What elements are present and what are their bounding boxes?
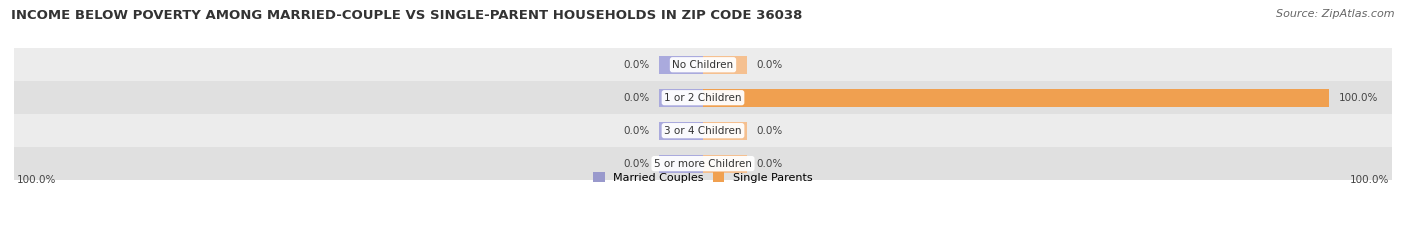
Text: INCOME BELOW POVERTY AMONG MARRIED-COUPLE VS SINGLE-PARENT HOUSEHOLDS IN ZIP COD: INCOME BELOW POVERTY AMONG MARRIED-COUPL… xyxy=(11,9,803,22)
Bar xyxy=(703,56,747,74)
Bar xyxy=(703,89,1329,107)
Text: 100.0%: 100.0% xyxy=(17,175,56,185)
Bar xyxy=(14,114,1392,147)
Text: 100.0%: 100.0% xyxy=(1350,175,1389,185)
Text: No Children: No Children xyxy=(672,60,734,70)
Bar xyxy=(14,81,1392,114)
Text: 0.0%: 0.0% xyxy=(756,60,783,70)
Text: 100.0%: 100.0% xyxy=(1339,93,1378,103)
Text: Source: ZipAtlas.com: Source: ZipAtlas.com xyxy=(1277,9,1395,19)
Text: 0.0%: 0.0% xyxy=(623,126,650,136)
Bar xyxy=(703,154,747,173)
Text: 0.0%: 0.0% xyxy=(756,126,783,136)
Legend: Married Couples, Single Parents: Married Couples, Single Parents xyxy=(593,172,813,183)
Text: 1 or 2 Children: 1 or 2 Children xyxy=(664,93,742,103)
Bar xyxy=(659,122,703,140)
Text: 0.0%: 0.0% xyxy=(756,159,783,169)
Text: 0.0%: 0.0% xyxy=(623,93,650,103)
Bar xyxy=(703,122,747,140)
Text: 5 or more Children: 5 or more Children xyxy=(654,159,752,169)
Bar xyxy=(14,48,1392,81)
Text: 3 or 4 Children: 3 or 4 Children xyxy=(664,126,742,136)
Bar xyxy=(659,154,703,173)
Bar xyxy=(659,56,703,74)
Bar xyxy=(659,89,703,107)
Text: 0.0%: 0.0% xyxy=(623,60,650,70)
Text: 0.0%: 0.0% xyxy=(623,159,650,169)
Bar xyxy=(14,147,1392,180)
